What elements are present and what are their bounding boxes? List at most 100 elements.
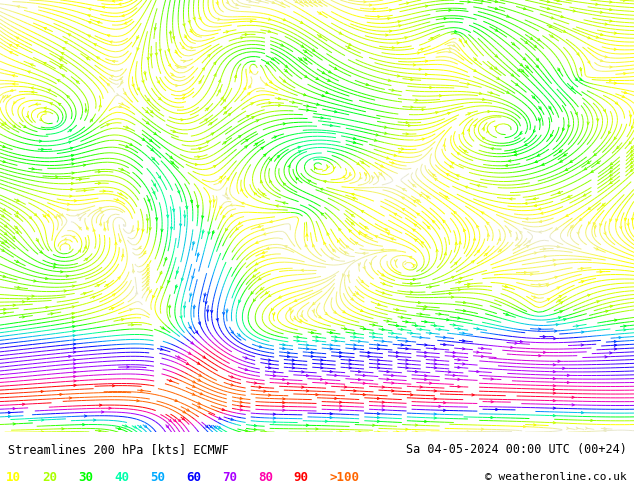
FancyArrowPatch shape: [137, 48, 139, 50]
FancyArrowPatch shape: [283, 398, 285, 400]
FancyArrowPatch shape: [541, 212, 543, 214]
FancyArrowPatch shape: [265, 83, 268, 85]
FancyArrowPatch shape: [89, 8, 91, 10]
FancyArrowPatch shape: [455, 262, 457, 265]
FancyArrowPatch shape: [223, 216, 225, 218]
FancyArrowPatch shape: [61, 57, 63, 59]
FancyArrowPatch shape: [530, 37, 533, 40]
FancyArrowPatch shape: [273, 421, 275, 423]
FancyArrowPatch shape: [130, 309, 132, 311]
FancyArrowPatch shape: [321, 363, 323, 365]
FancyArrowPatch shape: [579, 69, 582, 71]
FancyArrowPatch shape: [415, 424, 417, 426]
FancyArrowPatch shape: [72, 172, 74, 174]
FancyArrowPatch shape: [425, 374, 427, 377]
FancyArrowPatch shape: [355, 242, 358, 245]
FancyArrowPatch shape: [304, 94, 306, 96]
FancyArrowPatch shape: [147, 272, 149, 275]
FancyArrowPatch shape: [241, 189, 243, 191]
FancyArrowPatch shape: [557, 0, 559, 2]
FancyArrowPatch shape: [556, 323, 559, 326]
FancyArrowPatch shape: [347, 275, 349, 277]
FancyArrowPatch shape: [192, 385, 195, 387]
FancyArrowPatch shape: [193, 381, 195, 383]
FancyArrowPatch shape: [474, 70, 476, 72]
FancyArrowPatch shape: [351, 222, 354, 225]
FancyArrowPatch shape: [567, 427, 569, 429]
FancyArrowPatch shape: [567, 374, 569, 376]
FancyArrowPatch shape: [615, 102, 618, 104]
FancyArrowPatch shape: [160, 272, 162, 274]
FancyArrowPatch shape: [1, 242, 4, 244]
FancyArrowPatch shape: [624, 92, 626, 94]
FancyArrowPatch shape: [380, 165, 383, 167]
FancyArrowPatch shape: [398, 75, 399, 77]
FancyArrowPatch shape: [363, 252, 365, 254]
FancyArrowPatch shape: [609, 352, 612, 354]
FancyArrowPatch shape: [119, 427, 121, 430]
FancyArrowPatch shape: [425, 344, 427, 346]
FancyArrowPatch shape: [100, 104, 101, 107]
FancyArrowPatch shape: [396, 324, 399, 327]
FancyArrowPatch shape: [377, 344, 380, 346]
FancyArrowPatch shape: [553, 407, 555, 409]
FancyArrowPatch shape: [144, 252, 146, 254]
FancyArrowPatch shape: [335, 336, 337, 338]
FancyArrowPatch shape: [474, 124, 476, 127]
FancyArrowPatch shape: [86, 227, 89, 229]
FancyArrowPatch shape: [133, 270, 134, 272]
FancyArrowPatch shape: [150, 291, 152, 293]
FancyArrowPatch shape: [177, 66, 179, 68]
FancyArrowPatch shape: [299, 151, 301, 153]
FancyArrowPatch shape: [619, 226, 622, 229]
FancyArrowPatch shape: [631, 154, 633, 156]
FancyArrowPatch shape: [358, 378, 361, 381]
FancyArrowPatch shape: [67, 208, 70, 211]
FancyArrowPatch shape: [39, 140, 42, 142]
FancyArrowPatch shape: [581, 412, 584, 414]
FancyArrowPatch shape: [610, 166, 612, 169]
FancyArrowPatch shape: [352, 194, 354, 196]
FancyArrowPatch shape: [520, 231, 522, 234]
FancyArrowPatch shape: [534, 424, 536, 426]
FancyArrowPatch shape: [415, 324, 417, 327]
FancyArrowPatch shape: [550, 35, 553, 37]
FancyArrowPatch shape: [477, 185, 480, 187]
FancyArrowPatch shape: [456, 175, 459, 177]
FancyArrowPatch shape: [443, 144, 445, 147]
FancyArrowPatch shape: [345, 252, 347, 254]
FancyArrowPatch shape: [487, 130, 489, 133]
FancyArrowPatch shape: [425, 355, 427, 357]
FancyArrowPatch shape: [283, 122, 285, 125]
FancyArrowPatch shape: [324, 242, 326, 245]
FancyArrowPatch shape: [517, 245, 520, 247]
FancyArrowPatch shape: [457, 152, 460, 155]
FancyArrowPatch shape: [413, 200, 416, 202]
FancyArrowPatch shape: [198, 147, 201, 150]
FancyArrowPatch shape: [223, 313, 224, 315]
FancyArrowPatch shape: [74, 371, 76, 373]
FancyArrowPatch shape: [285, 245, 287, 247]
FancyArrowPatch shape: [231, 384, 233, 386]
FancyArrowPatch shape: [223, 99, 226, 102]
FancyArrowPatch shape: [44, 215, 46, 218]
FancyArrowPatch shape: [459, 39, 461, 42]
FancyArrowPatch shape: [306, 390, 309, 392]
FancyArrowPatch shape: [553, 338, 556, 340]
FancyArrowPatch shape: [567, 381, 569, 384]
FancyArrowPatch shape: [199, 81, 201, 83]
FancyArrowPatch shape: [528, 241, 531, 243]
FancyArrowPatch shape: [359, 431, 361, 433]
FancyArrowPatch shape: [465, 186, 468, 188]
FancyArrowPatch shape: [477, 351, 479, 353]
FancyArrowPatch shape: [560, 160, 562, 162]
FancyArrowPatch shape: [306, 431, 309, 433]
FancyArrowPatch shape: [553, 364, 555, 366]
FancyArrowPatch shape: [377, 413, 380, 415]
FancyArrowPatch shape: [299, 319, 302, 321]
FancyArrowPatch shape: [538, 328, 541, 330]
FancyArrowPatch shape: [283, 202, 285, 204]
FancyArrowPatch shape: [358, 264, 360, 266]
FancyArrowPatch shape: [60, 393, 62, 395]
FancyArrowPatch shape: [344, 328, 347, 330]
